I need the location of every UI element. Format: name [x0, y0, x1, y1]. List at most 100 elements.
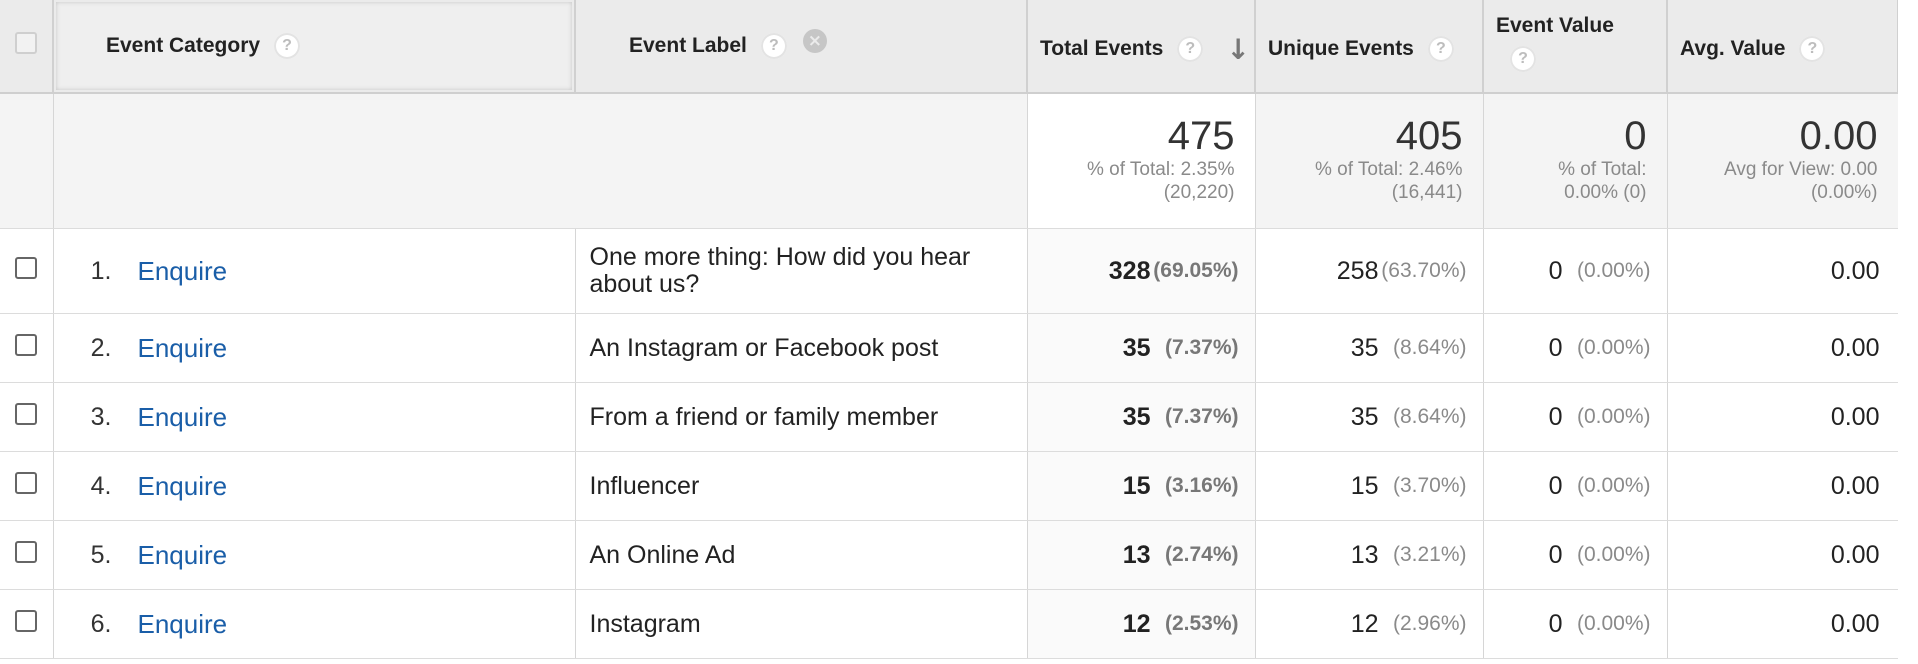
event-category-cell: 4. Enquire [53, 451, 576, 521]
help-icon[interactable]: ? [1177, 36, 1204, 62]
row-number: 6. [90, 609, 112, 638]
avg-value-value: 0.00 [1830, 471, 1880, 500]
row-checkbox[interactable] [15, 471, 38, 494]
total-events-header-label: Total Events [1040, 37, 1164, 60]
row-checkbox[interactable] [15, 540, 38, 563]
row-checkbox[interactable] [15, 333, 38, 356]
unique-events-value: 15 [1350, 471, 1379, 500]
event-label-cell: An Instagram or Facebook post [575, 313, 1028, 383]
total-events-cell: 15 (3.16%) [1027, 451, 1256, 521]
row-check-cell [0, 589, 54, 659]
event-value-value: 0 [1548, 333, 1563, 362]
total-events-percent: (7.37%) [1164, 336, 1239, 359]
totals-unique-events: 405 % of Total: 2.46% (16,441) [1255, 93, 1484, 229]
avg-value-value: 0.00 [1830, 540, 1880, 569]
event-value-percent: (0.00%) [1576, 259, 1651, 282]
unique-events-cell: 258 (63.70%) [1255, 228, 1484, 314]
event-value-value: 0 [1548, 402, 1563, 431]
help-icon[interactable]: ? [274, 33, 301, 59]
event-category-link[interactable]: Enquire [137, 332, 228, 363]
totals-event-value-line1: % of Total: [1558, 159, 1647, 180]
row-checkbox[interactable] [15, 402, 38, 425]
unique-events-percent: (63.70%) [1381, 259, 1467, 282]
totals-unique-events-line1: % of Total: 2.46% [1314, 159, 1463, 180]
event-category-link[interactable]: Enquire [137, 255, 228, 286]
help-icon[interactable]: ? [760, 33, 787, 59]
help-icon[interactable]: ? [1510, 46, 1536, 72]
event-value-header[interactable]: Event Value ? [1483, 0, 1668, 94]
total-events-value: 12 [1122, 609, 1151, 638]
total-events-percent: (3.16%) [1164, 474, 1239, 497]
avg-value-header[interactable]: Avg. Value ? [1667, 0, 1898, 94]
totals-total-events-line1: % of Total: 2.35% [1086, 159, 1235, 180]
sort-descending-icon[interactable]: ↓ [1226, 32, 1250, 66]
event-label-text: One more thing: How did you hear about u… [589, 243, 971, 298]
unique-events-cell: 15 (3.70%) [1255, 451, 1484, 521]
event-value-value: 0 [1548, 609, 1563, 638]
unique-events-value: 258 [1336, 256, 1379, 285]
event-value-cell: 0 (0.00%) [1483, 451, 1668, 521]
row-number: 2. [90, 333, 112, 362]
total-events-cell: 13 (2.74%) [1027, 520, 1256, 590]
totals-event-value: 0 % of Total: 0.00% (0) [1483, 93, 1668, 229]
event-value-value: 0 [1548, 256, 1563, 285]
event-value-percent: (0.00%) [1576, 474, 1651, 497]
total-events-value: 35 [1122, 333, 1151, 362]
select-all-checkbox[interactable] [15, 32, 37, 54]
unique-events-cell: 35 (8.64%) [1255, 313, 1484, 383]
totals-event-value-line2: 0.00% (0) [1564, 182, 1647, 203]
event-value-value: 0 [1548, 540, 1563, 569]
totals-avg-value-line2: (0.00%) [1810, 182, 1878, 203]
unique-events-value: 12 [1350, 609, 1379, 638]
event-category-header-label: Event Category [106, 34, 261, 57]
event-value-cell: 0 (0.00%) [1483, 589, 1668, 659]
event-label-text: An Online Ad [589, 540, 736, 569]
row-checkbox[interactable] [15, 256, 38, 279]
event-label-text: Influencer [589, 471, 700, 500]
event-label-text: From a friend or family member [589, 402, 939, 431]
event-value-cell: 0 (0.00%) [1483, 520, 1668, 590]
total-events-percent: (69.05%) [1153, 259, 1239, 282]
event-label-header[interactable]: Event Label ? × [575, 0, 1028, 94]
row-checkbox[interactable] [15, 609, 38, 632]
event-category-link[interactable]: Enquire [137, 470, 228, 501]
unique-events-percent: (8.64%) [1392, 336, 1467, 359]
table-row: 4. Enquire Influencer 15 (3.16%) 15 (3.70%) 0 (0… [0, 451, 1898, 521]
event-value-percent: (0.00%) [1576, 336, 1651, 359]
totals-dimension-cell [53, 93, 1028, 229]
event-category-cell: 2. Enquire [53, 313, 576, 383]
event-label-cell: An Online Ad [575, 520, 1028, 590]
total-events-header[interactable]: Total Events ? ↓ [1027, 0, 1256, 94]
unique-events-header[interactable]: Unique Events ? [1255, 0, 1484, 94]
total-events-value: 328 [1108, 256, 1151, 285]
event-category-link[interactable]: Enquire [137, 401, 228, 432]
event-category-link[interactable]: Enquire [137, 539, 228, 570]
totals-total-events-line2: (20,220) [1163, 182, 1235, 203]
totals-avg-value-value: 0.00 [1799, 114, 1878, 158]
row-check-cell [0, 382, 54, 452]
avg-value-value: 0.00 [1830, 333, 1880, 362]
row-check-cell [0, 313, 54, 383]
unique-events-cell: 35 (8.64%) [1255, 382, 1484, 452]
totals-avg-value: 0.00 Avg for View: 0.00 (0.00%) [1667, 93, 1898, 229]
total-events-cell: 35 (7.37%) [1027, 382, 1256, 452]
help-icon[interactable]: ? [1427, 36, 1454, 62]
totals-event-value-value: 0 [1624, 114, 1647, 158]
totals-total-events: 475 % of Total: 2.35% (20,220) [1027, 93, 1256, 229]
avg-value-cell: 0.00 [1667, 228, 1898, 314]
unique-events-percent: (2.96%) [1392, 612, 1467, 635]
remove-dimension-icon[interactable]: × [802, 29, 827, 53]
avg-value-value: 0.00 [1830, 256, 1880, 285]
event-label-cell: Instagram [575, 589, 1028, 659]
help-icon[interactable]: ? [1799, 36, 1826, 62]
total-events-percent: (2.53%) [1164, 612, 1239, 635]
avg-value-value: 0.00 [1830, 609, 1880, 638]
event-category-cell: 3. Enquire [53, 382, 576, 452]
totals-check-cell [0, 93, 54, 229]
unique-events-percent: (3.70%) [1392, 474, 1467, 497]
event-category-cell: 1. Enquire [53, 228, 576, 314]
event-category-header[interactable]: Event Category ? [53, 0, 576, 94]
event-category-link[interactable]: Enquire [137, 608, 228, 639]
